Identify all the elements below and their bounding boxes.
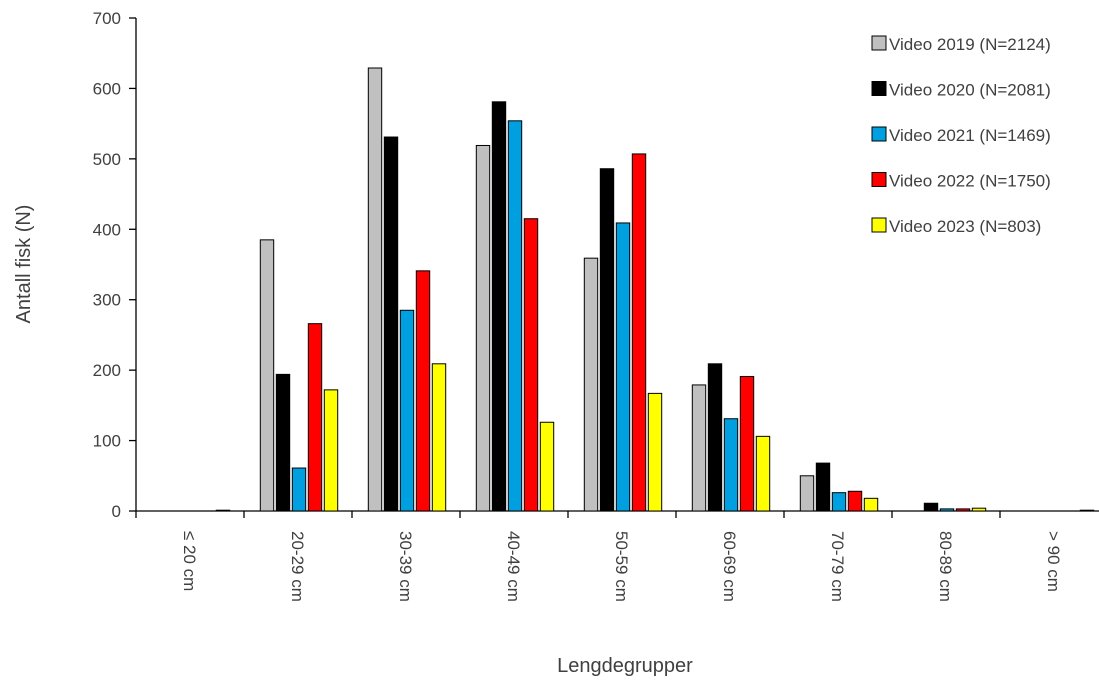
bar [599, 168, 615, 512]
bar [583, 257, 599, 512]
legend-swatch [871, 172, 887, 187]
bar [799, 475, 815, 512]
legend-label: Video 2021 (N=1469) [889, 126, 1051, 145]
bars [215, 67, 1095, 512]
bar [971, 507, 987, 512]
y-tick-label: 600 [93, 79, 121, 98]
legend-swatch [871, 81, 887, 96]
bar [615, 222, 631, 512]
bar [1079, 509, 1095, 512]
axis-labels: Antall fisk (N) Lengdegrupper [13, 205, 693, 677]
bar [739, 375, 755, 512]
bar [523, 218, 539, 512]
x-tick-label: ≤ 20 cm [180, 531, 199, 591]
bar [491, 101, 507, 512]
x-tick-label: 40-49 cm [504, 531, 523, 602]
legend-swatch [871, 126, 887, 142]
bar [399, 309, 415, 512]
y-tick-label: 500 [93, 150, 121, 169]
bar [215, 509, 231, 512]
bar [539, 421, 555, 512]
y-tick-label: 100 [93, 432, 121, 451]
y-tick-label: 400 [93, 220, 121, 239]
y-axis-title: Antall fisk (N) [13, 205, 35, 324]
x-tick-label: 70-79 cm [828, 531, 847, 602]
bar [383, 136, 399, 512]
y-tick-label: 200 [93, 361, 121, 380]
legend-label: Video 2023 (N=803) [889, 217, 1041, 236]
bar [939, 508, 955, 512]
bar [291, 467, 307, 512]
bar [275, 373, 291, 512]
bar [847, 490, 863, 512]
x-tick-label: 50-59 cm [612, 531, 631, 602]
x-tick-label: 80-89 cm [936, 531, 955, 602]
y-tick-label: 0 [112, 502, 121, 521]
bar [307, 323, 323, 512]
x-tick-label: 60-69 cm [720, 531, 739, 602]
bar [955, 508, 971, 512]
bar [647, 392, 663, 512]
x-axis-title: Lengdegrupper [557, 655, 693, 677]
bar [707, 363, 723, 512]
bar [431, 363, 447, 512]
bar [323, 389, 339, 512]
bar [723, 418, 739, 512]
axes: 0 100 200 300 400 500 600 700 ≤ 20 cm 20-29 cm 30-… [93, 9, 1099, 602]
bar [923, 502, 939, 512]
bar [863, 497, 879, 512]
legend-label: Video 2019 (N=2124) [889, 35, 1051, 54]
bar [815, 462, 831, 512]
bar [755, 435, 771, 512]
bar [475, 144, 491, 512]
bar [691, 384, 707, 512]
bar [259, 239, 275, 512]
bar [507, 120, 523, 512]
legend-label: Video 2022 (N=1750) [889, 172, 1051, 191]
x-tick-label: 20-29 cm [288, 531, 307, 602]
bar [631, 153, 647, 512]
bar [367, 67, 383, 512]
legend-label: Video 2020 (N=2081) [889, 81, 1051, 100]
y-tick-label: 700 [93, 9, 121, 28]
x-tick-label: 30-39 cm [396, 531, 415, 602]
legend-swatch [871, 35, 887, 51]
x-tick-label: > 90 cm [1044, 531, 1063, 592]
legend-swatch [871, 217, 887, 233]
legend: Video 2019 (N=2124) Video 2020 (N=2081) Vi… [871, 35, 1051, 236]
bar [831, 492, 847, 512]
bar [415, 270, 431, 512]
y-tick-label: 300 [93, 291, 121, 310]
